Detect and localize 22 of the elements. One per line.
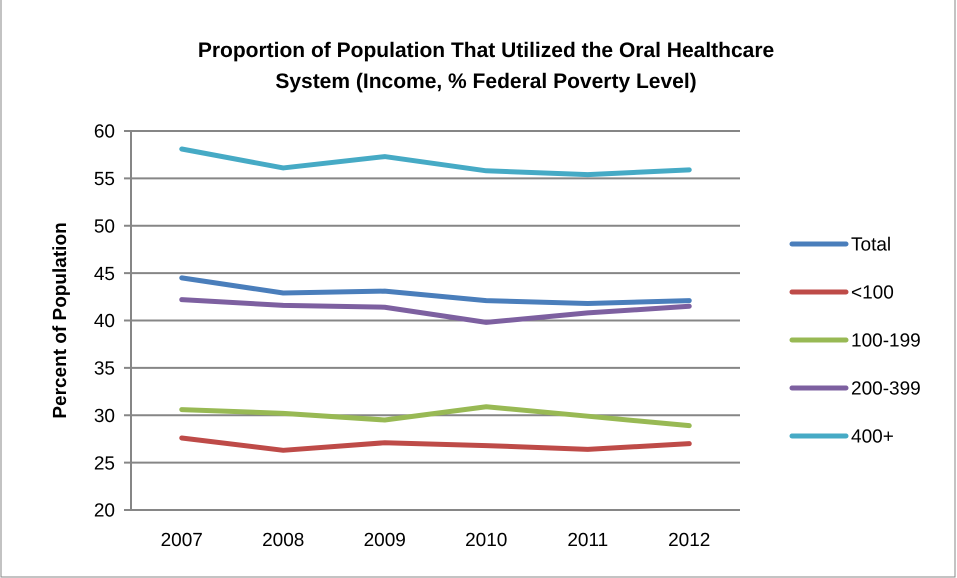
legend-label: Total (851, 234, 892, 256)
legend-label: 200-399 (851, 378, 921, 400)
y-tick-label: 30 (94, 406, 115, 427)
y-axis-title: Percent of Population (50, 222, 71, 419)
x-tick-label: 2012 (668, 530, 710, 551)
legend-label: <100 (851, 282, 894, 304)
x-tick-label: 2010 (465, 530, 508, 551)
y-tick-label: 50 (94, 216, 115, 238)
y-tick-label: 40 (94, 311, 115, 332)
y-tick-label: 35 (94, 358, 115, 380)
y-tick-label: 25 (94, 453, 115, 474)
legend-label: 400+ (851, 426, 894, 448)
y-tick-label: 20 (94, 500, 115, 522)
chart-title: Proportion of Population That Utilized the Oral Healthcare System (Income, % Federal Poverty Level) (198, 39, 774, 93)
y-tick-label: 45 (94, 264, 115, 285)
x-tick-label: 2009 (364, 530, 406, 551)
y-tick-label: 55 (94, 169, 115, 190)
y-tick-label: 60 (94, 122, 115, 143)
legend-label: 100-199 (851, 330, 921, 352)
x-tick-label: 2007 (160, 530, 203, 551)
x-tick-label: 2011 (567, 530, 608, 551)
x-tick-label: 2008 (262, 530, 304, 551)
